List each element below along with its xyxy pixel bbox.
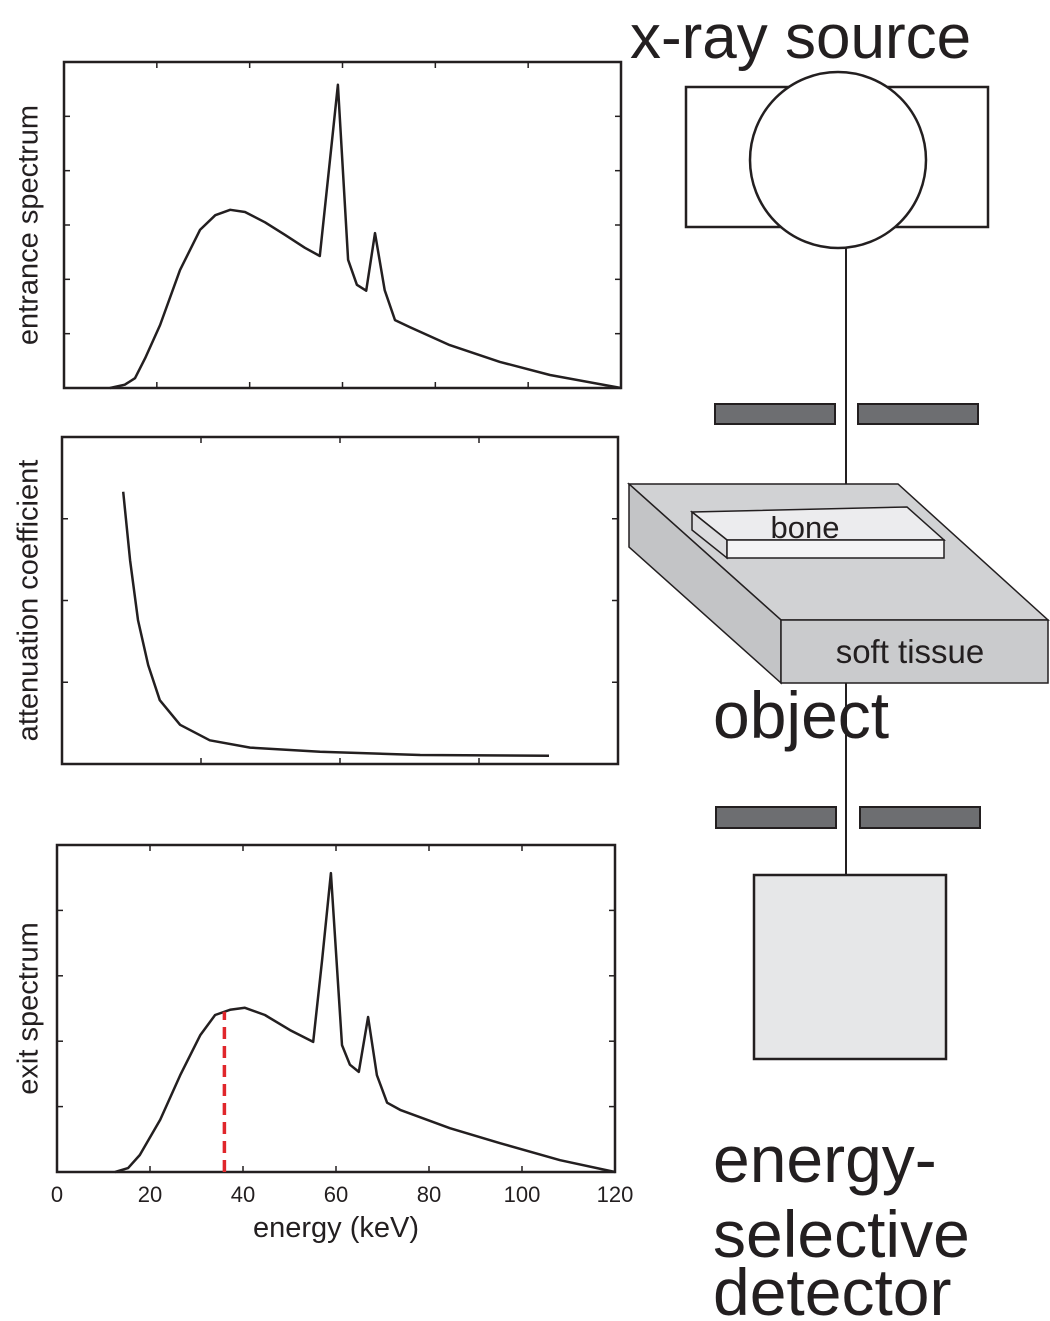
- plot-frame: [62, 60, 623, 390]
- detector-label: selective: [713, 1197, 970, 1271]
- collimator: [715, 806, 837, 829]
- chart: entrance spectrum: [13, 60, 623, 390]
- chart: attenuation coefficient: [13, 435, 620, 766]
- plot-frame: [60, 435, 620, 766]
- x-axis-label: energy (keV): [253, 1212, 419, 1244]
- x-tick-label: 0: [51, 1182, 63, 1207]
- curve: [114, 871, 616, 1174]
- detector-label: detector: [713, 1255, 951, 1321]
- collimator: [859, 806, 981, 829]
- source-label: x-ray source: [630, 3, 971, 72]
- x-tick-label: 20: [138, 1182, 162, 1207]
- tissue-front: [780, 619, 1049, 684]
- y-axis-label: entrance spectrum: [13, 105, 45, 345]
- chart: 0 20 40 60 80 100 120 exit spectrum energy (keV): [13, 843, 634, 1244]
- x-tick-label: 80: [417, 1182, 441, 1207]
- curve: [121, 491, 550, 758]
- curve: [109, 83, 622, 390]
- x-tick-label: 60: [324, 1182, 348, 1207]
- detector: [752, 873, 948, 1061]
- y-axis-label: attenuation coefficient: [13, 460, 45, 742]
- collimator: [714, 403, 836, 425]
- collimator: [857, 403, 979, 425]
- diagram: x-ray source bone soft tissue object ene…: [627, 3, 1050, 1321]
- bone-label: bone: [771, 510, 840, 545]
- bone-front: [726, 539, 945, 559]
- plot-frame: [55, 843, 617, 1174]
- x-tick-label: 100: [504, 1182, 541, 1207]
- y-axis-label: exit spectrum: [13, 922, 45, 1094]
- tissue-label: soft tissue: [836, 633, 985, 670]
- x-tick-label: 120: [597, 1182, 634, 1207]
- source-tube: [748, 70, 928, 250]
- detector-label: energy-: [713, 1122, 937, 1196]
- object-label: object: [713, 678, 889, 752]
- x-tick-label: 40: [231, 1182, 255, 1207]
